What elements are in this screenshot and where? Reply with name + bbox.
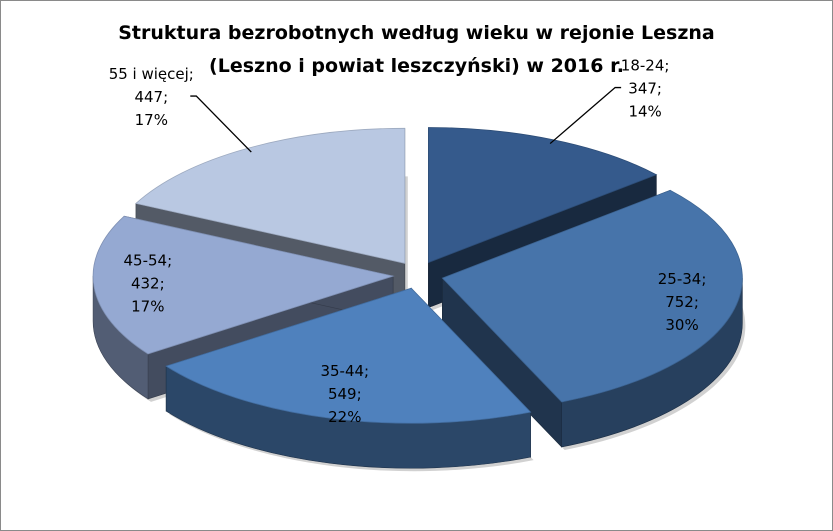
chart-title-line-2: (Leszno i powiat leszczyński) w 2016 r. [209,55,624,77]
data-labels: 18-24; 347; 14% 25-34; 752; 30% 35-44; 549; 22% 4… [109,57,707,426]
data-label-45-54-line-1: 45-54; [123,252,172,270]
pie-slice-25-34 [441,189,743,403]
pie-slice-45-54 [92,215,395,355]
data-label-45-54-line-3: 17% [131,298,164,316]
data-label-35-44-line-1: 35-44; [320,362,369,380]
label-leader-lines [190,86,622,153]
data-label-18-24-line-3: 14% [628,103,661,121]
leader-line-18-24 [549,86,622,145]
data-label-25-34-line-2: 752; [665,293,699,311]
data-label-35-44-line-3: 22% [328,408,361,426]
pie-tops [92,127,743,424]
data-label-45-54-line-2: 432; [131,275,165,293]
leader-line-55-i-wi-cej [190,95,252,153]
data-label-55-i-wi-cej-line-1: 55 i więcej; [109,65,194,83]
data-label-55-i-wi-cej-line-3: 17% [135,111,168,129]
pie-slice-55-i-wi-cej [135,127,406,264]
data-label-25-34-line-3: 30% [665,316,698,334]
data-label-18-24-line-1: 18-24; [621,57,670,75]
chart-title-line-1: Struktura bezrobotnych według wieku w re… [118,22,715,44]
data-label-25-34-line-1: 25-34; [658,270,707,288]
data-label-18-24-line-2: 347; [628,80,662,98]
data-label-35-44-line-2: 549; [328,385,362,403]
pie-slice-35-44 [165,287,532,424]
data-label-55-i-wi-cej-line-2: 447; [134,88,168,106]
